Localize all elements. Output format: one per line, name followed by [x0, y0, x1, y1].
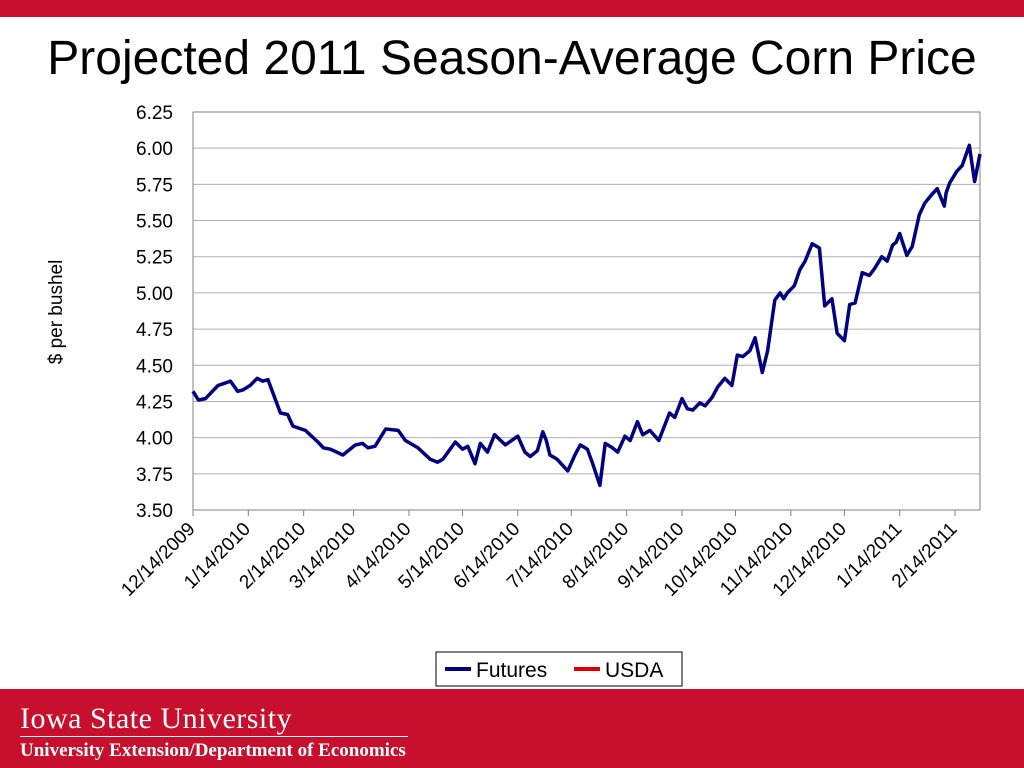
- y-tick-label: 3.50: [136, 501, 173, 522]
- footer-divider: [20, 736, 408, 737]
- y-tick-label: 5.75: [136, 175, 173, 196]
- price-chart: 3.50 3.75 4.00 4.25 4.50 4.75 5.00 5.25 5.50 5.75…: [46, 103, 982, 687]
- university-name: Iowa State University: [20, 702, 293, 735]
- y-tick-label: 4.00: [136, 429, 173, 450]
- series-line-futures: [191, 143, 982, 488]
- page-title: Projected 2011 Season-Average Corn Price: [47, 32, 977, 85]
- y-tick-label: 5.00: [136, 284, 173, 305]
- y-axis-label: $ per bushel: [46, 260, 67, 365]
- x-axis-ticks: 12/14/20091/14/20102/14/20103/14/20104/1…: [117, 510, 962, 601]
- y-tick-label: 4.50: [136, 356, 173, 377]
- y-tick-label: 6.00: [136, 139, 173, 160]
- y-tick-label: 6.25: [136, 103, 173, 124]
- y-tick-label: 5.50: [136, 212, 173, 233]
- x-tick-label: 12/14/2009: [117, 519, 199, 601]
- top-brand-bar: [0, 0, 1024, 17]
- y-tick-label: 4.75: [136, 320, 173, 341]
- legend-label-usda: USDA: [605, 659, 663, 682]
- y-axis-ticks: 3.50 3.75 4.00 4.25 4.50 4.75 5.00 5.25 5.50 5.75…: [136, 103, 173, 522]
- department-name: University Extension/Department of Econo…: [20, 740, 406, 761]
- y-tick-label: 3.75: [136, 465, 173, 486]
- legend-label-futures: Futures: [476, 659, 547, 682]
- y-tick-label: 5.25: [136, 248, 173, 269]
- legend: Futures USDA: [435, 651, 683, 687]
- footer-bar: [0, 689, 1024, 768]
- legend-box: [435, 651, 683, 687]
- y-tick-label: 4.25: [136, 392, 173, 413]
- gridlines: [193, 147, 980, 475]
